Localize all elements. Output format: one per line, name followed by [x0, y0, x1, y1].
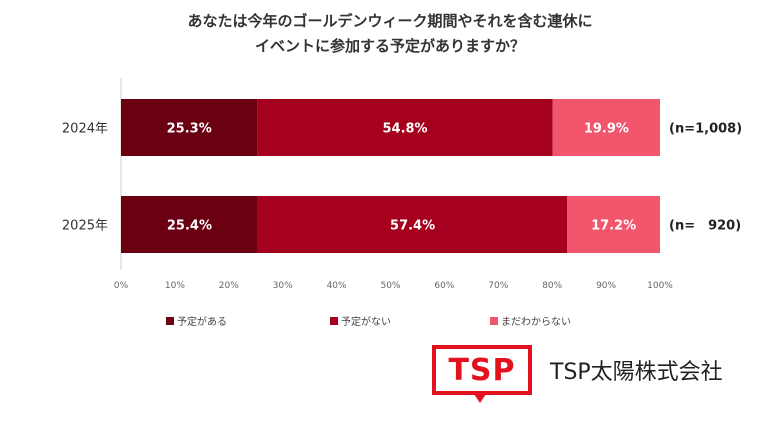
- bar-segment: [257, 196, 568, 253]
- tsp-logo: TSP: [432, 345, 532, 395]
- x-tick-label: 100%: [647, 281, 673, 291]
- x-tick-label: 80%: [542, 281, 562, 291]
- legend-swatch: [330, 316, 338, 325]
- bar-segment: [121, 99, 258, 156]
- data-label: 25.4%: [167, 219, 212, 234]
- x-tick-label: 60%: [434, 281, 454, 291]
- legend-item: 予定がある: [166, 313, 227, 328]
- x-tick-label: 30%: [273, 281, 293, 291]
- chart-title-line2: イベントに参加する予定がありますか？: [254, 37, 525, 55]
- data-label: 25.3%: [167, 122, 212, 137]
- legend-label: まだわからない: [501, 317, 571, 328]
- data-label: 17.2%: [591, 219, 636, 234]
- chart-title-line1: あなたは今年のゴールデンウィーク期間やそれを含む連休に: [187, 12, 593, 30]
- sample-size-label: (n=1,008): [669, 122, 742, 137]
- legend-swatch: [166, 316, 174, 325]
- bar-segment: [121, 196, 258, 253]
- legend-item: 予定がない: [330, 313, 391, 328]
- x-tick-label: 20%: [219, 281, 239, 291]
- legend-item: まだわからない: [490, 313, 571, 328]
- x-tick-label: 0%: [114, 281, 129, 291]
- x-tick-label: 40%: [327, 281, 347, 291]
- tsp-logo-speech-tail: [472, 391, 488, 403]
- data-label: 57.4%: [390, 219, 435, 234]
- data-label: 19.9%: [584, 122, 629, 137]
- x-tick-label: 90%: [596, 281, 616, 291]
- legend-label: 予定がない: [341, 317, 391, 328]
- category-label: 2024年: [62, 122, 108, 137]
- bar-segment: [567, 196, 660, 253]
- legend-label: 予定がある: [177, 317, 227, 328]
- x-tick-label: 50%: [380, 281, 400, 291]
- company-name: TSP太陽株式会社: [550, 360, 723, 385]
- category-label: 2025年: [62, 219, 108, 234]
- x-tick-label: 10%: [165, 281, 185, 291]
- bar-segment: [552, 99, 660, 156]
- data-label: 54.8%: [382, 122, 427, 137]
- tsp-logo-text: TSP: [448, 352, 516, 388]
- sample-size-label: (n= 920): [669, 219, 741, 234]
- legend-swatch: [490, 316, 498, 325]
- x-tick-label: 70%: [488, 281, 508, 291]
- bar-segment: [257, 99, 553, 156]
- stacked-bar-chart: 2024年 25.3% 54.8% 19.9% (n=1,008) 2025年 25.4% 5…: [62, 78, 742, 291]
